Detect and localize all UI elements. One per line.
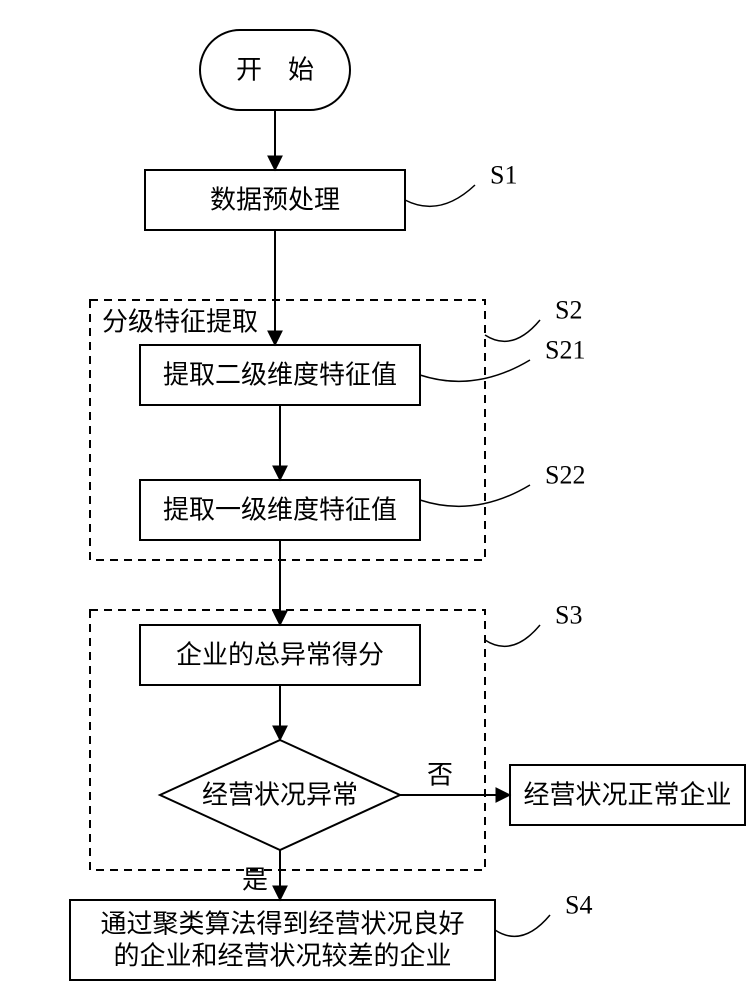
s4-tag: S4 — [565, 891, 592, 920]
s1-tag: S1 — [490, 161, 517, 190]
edge-label-no: 否 — [427, 761, 453, 790]
leader-s21 — [420, 360, 530, 381]
start-label: 开 始 — [236, 56, 314, 85]
leader-s2 — [485, 320, 540, 341]
s21-box-label: 提取二级维度特征值 — [163, 361, 397, 390]
normal-box-label: 经营状况正常企业 — [523, 781, 731, 810]
s22-box-label: 提取一级维度特征值 — [163, 496, 397, 525]
edge-label-yes: 是 — [242, 866, 268, 895]
s1-box-label: 数据预处理 — [210, 186, 340, 215]
s3-tag: S3 — [555, 601, 582, 630]
s3-box-label: 企业的总异常得分 — [176, 641, 384, 670]
decision-label: 经营状况异常 — [202, 781, 358, 810]
s21-tag: S21 — [545, 336, 585, 365]
s4-line1: 通过聚类算法得到经营状况良好 — [100, 910, 464, 939]
s2-group-title: 分级特征提取 — [102, 308, 258, 337]
leader-s22 — [420, 485, 530, 506]
s2-tag: S2 — [555, 296, 582, 325]
leader-s3 — [485, 625, 540, 646]
leader-s1 — [405, 185, 475, 206]
s4-line2: 的企业和经营状况较差的企业 — [113, 942, 451, 971]
leader-s4 — [495, 915, 550, 936]
s22-tag: S22 — [545, 461, 585, 490]
